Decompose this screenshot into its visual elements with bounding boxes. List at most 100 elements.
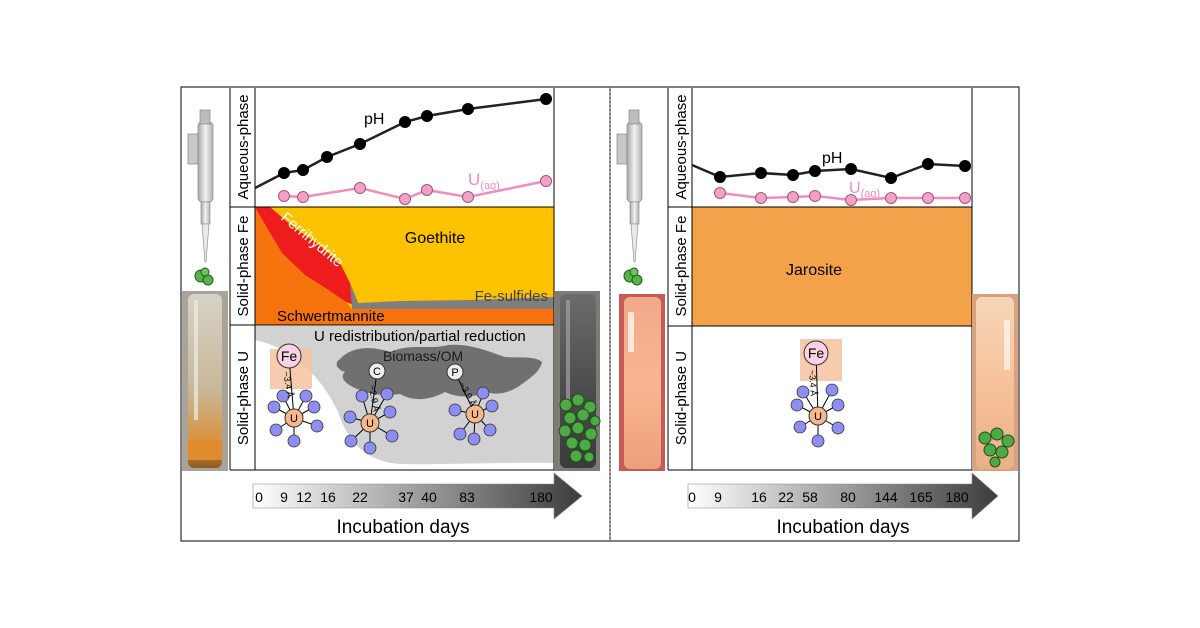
left-ph-point [297, 164, 309, 176]
left-solid-u-label: Solid-phase U [235, 351, 252, 445]
ligand-atom [831, 398, 845, 412]
right-ph-point [787, 169, 799, 181]
ligand-atom [385, 429, 399, 443]
fe-atom-label: Fe [808, 345, 825, 361]
left-day-tick-label: 16 [320, 489, 336, 505]
microbe-cell [1001, 434, 1015, 448]
left-u-aq-point [354, 182, 366, 194]
microbe-cell [578, 438, 592, 452]
schwertmannite-label: Schwertmannite [277, 308, 385, 325]
u-atom [360, 413, 380, 433]
left-solid-fe-label: Solid-phase Fe [235, 216, 252, 317]
microbe-cell [990, 427, 1004, 441]
right-u-aq-label: U(aq) [849, 180, 880, 200]
right-ph-label: pH [822, 150, 842, 167]
right-day-tick-label: 180 [945, 489, 969, 505]
left-u-series [278, 175, 552, 205]
c-u-distance: ~2.9 Å [367, 385, 381, 413]
left-u-aq-point [540, 175, 552, 187]
p-atom [446, 363, 464, 381]
ligand-atom [380, 387, 394, 401]
ligand-atom [825, 383, 839, 397]
right-ph-point [755, 167, 767, 179]
ligand-atom [363, 441, 377, 455]
right-day-tick-label: 165 [909, 489, 933, 505]
right-aqueous-label: Aqueous-phase [673, 94, 690, 199]
right-u-aq-point [885, 192, 897, 204]
jarosite-region [691, 206, 973, 327]
u-atom-label: U [814, 411, 822, 423]
u-atom-label: U [471, 409, 479, 421]
right-solid-fe-label: Solid-phase Fe [673, 216, 690, 317]
biomass-blob [336, 344, 542, 400]
right-solid-u-label: Solid-phase U [673, 351, 690, 445]
microbe-cell [558, 424, 572, 438]
right-day-tick-label: 0 [688, 489, 696, 505]
microbe-cell [989, 456, 1001, 468]
u-atom [808, 406, 828, 426]
u-atom-label: U [366, 418, 374, 430]
microbe-cell [584, 427, 598, 441]
u-atom [284, 408, 304, 428]
ligand-atom [467, 432, 481, 446]
right-day-tick-label: 16 [751, 489, 767, 505]
microbe-cell [565, 436, 579, 450]
microbe-cell [983, 443, 997, 457]
left-ph-point [462, 103, 474, 115]
right-day-tick-label: 9 [714, 489, 722, 505]
left-u-aq-point [462, 191, 474, 203]
left-ph-point [354, 138, 366, 150]
c-atom-label: C [373, 366, 381, 378]
c-atom [368, 362, 386, 380]
right-ph-series [691, 158, 971, 184]
right-day-tick-label: 58 [802, 489, 818, 505]
left-u-aq-point [421, 184, 433, 196]
left-u-aq-main: U [468, 170, 480, 189]
left-ph-label: pH [364, 111, 384, 128]
microbe-cell [559, 398, 573, 412]
left-ph-point [321, 151, 333, 163]
ligand-atom [831, 421, 845, 435]
biomass-label: Biomass/OM [383, 348, 463, 364]
left-incubation-arrow [252, 472, 583, 520]
ligand-atom [453, 427, 467, 441]
ligand-atom [344, 434, 358, 448]
ligand-atom [811, 434, 825, 448]
microbe-cell [571, 393, 585, 407]
right-pipette-icon [616, 109, 643, 263]
goethite-label: Goethite [405, 230, 466, 247]
microbe-cell [563, 411, 577, 425]
ligand-atom [448, 403, 462, 417]
right-ph-point [809, 165, 821, 177]
right-end-tube-photo [972, 294, 1018, 471]
left-c-u-complex: C U ~2.9 Å [343, 362, 399, 455]
jarosite-label: Jarosite [786, 262, 842, 279]
left-ph-series [254, 93, 552, 190]
right-day-tick-label: 144 [874, 489, 898, 505]
fe-atom [276, 343, 302, 369]
p-atom-label: P [451, 367, 458, 379]
ligand-atom [483, 423, 497, 437]
ligand-atom [299, 389, 313, 403]
left-u-aq-label: U(aq) [468, 170, 500, 192]
right-incubation-arrow [687, 472, 999, 520]
ligand-atom [307, 400, 321, 414]
fe-u-distance: ~3.4 Å [807, 369, 819, 396]
right-ph-point [845, 163, 857, 175]
left-fe-sulfides-band [350, 283, 554, 309]
right-u-aq-point [959, 192, 971, 204]
right-ph-point [959, 160, 971, 172]
left-day-tick-label: 9 [280, 489, 288, 505]
ligand-atom [343, 410, 357, 424]
ligand-atom [267, 400, 281, 414]
right-u-series [714, 187, 971, 206]
left-ph-point [399, 116, 411, 128]
right-end-microbes-icon [978, 427, 1015, 468]
left-ferrihydrite-band [255, 207, 358, 305]
ligand-atom [276, 389, 290, 403]
ligand-atom [287, 434, 301, 448]
u-atom [465, 404, 485, 424]
right-ph-point [922, 158, 934, 170]
right-u-aq-point [922, 192, 934, 204]
